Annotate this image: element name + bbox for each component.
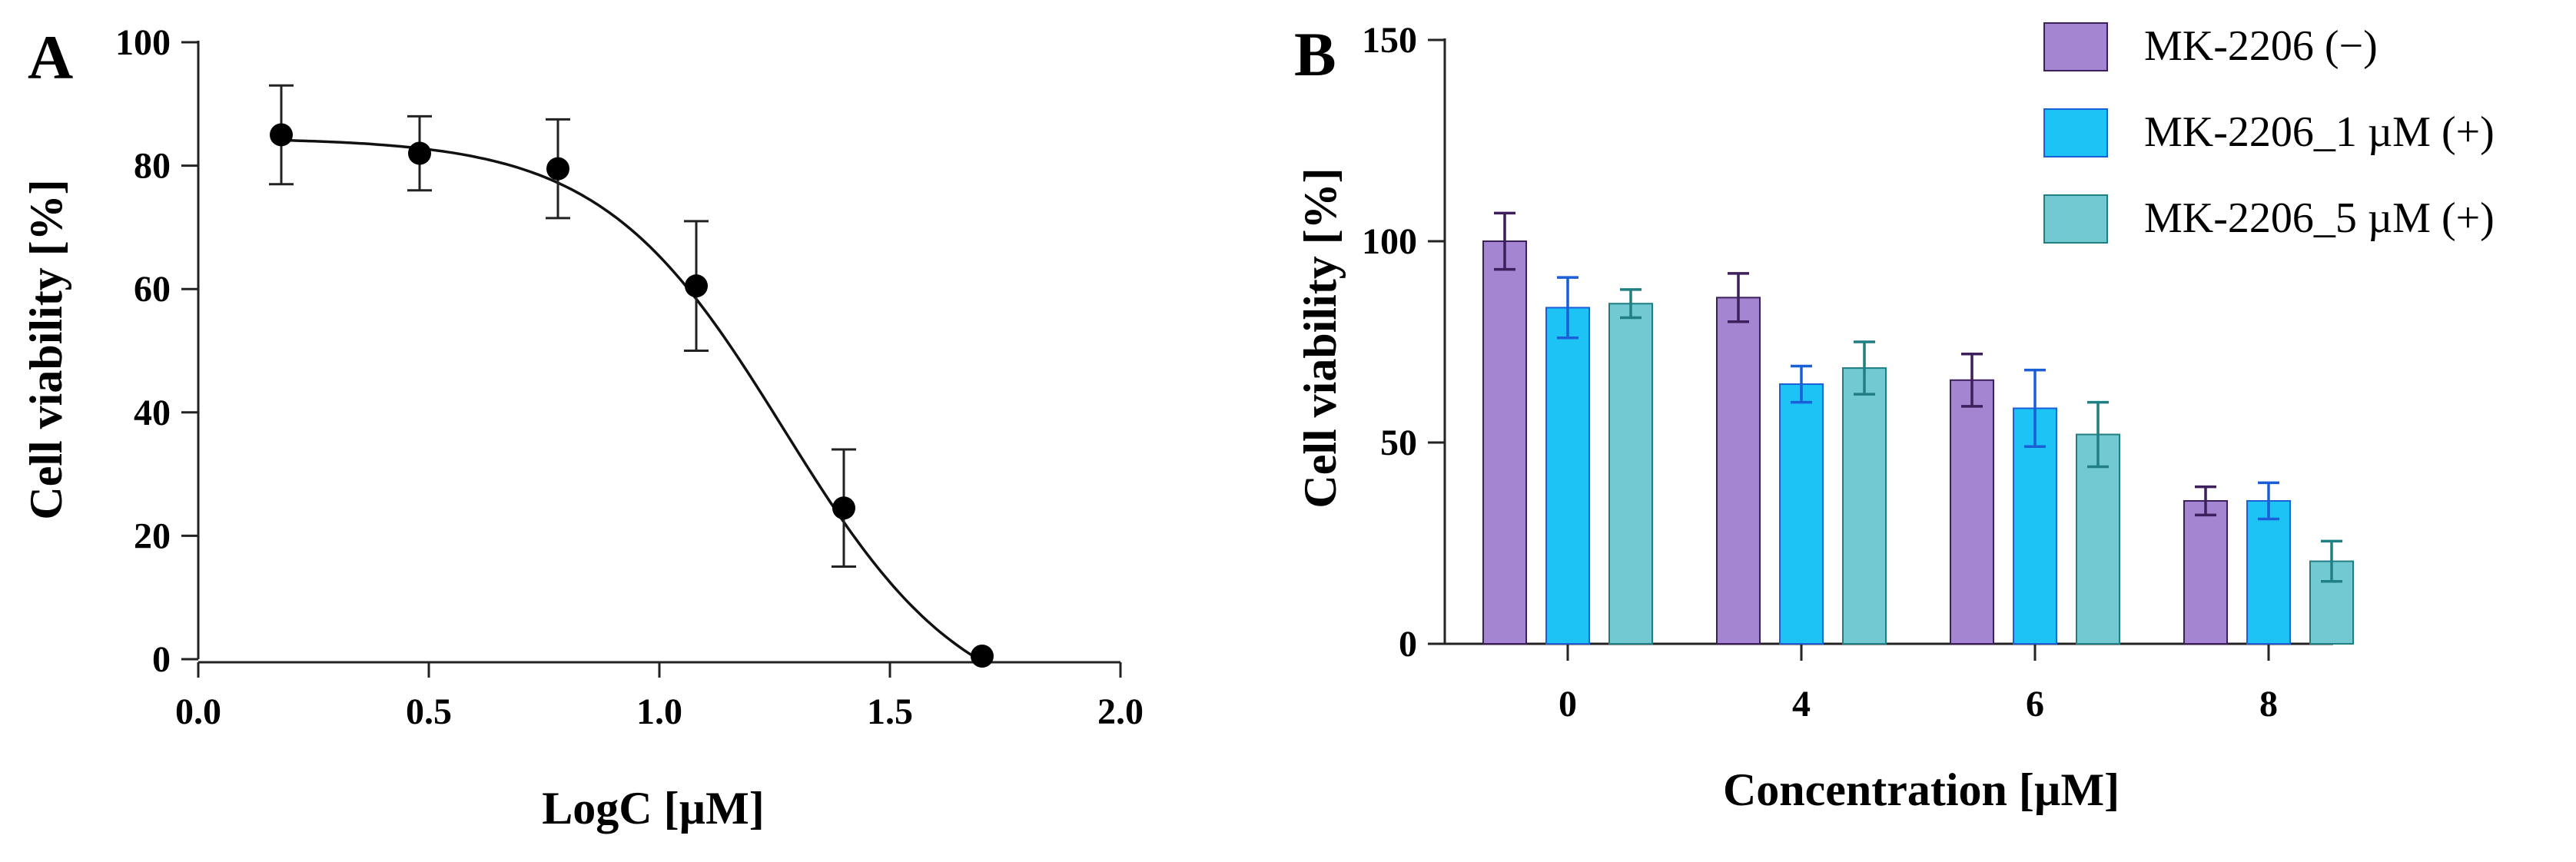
legend-label: MK-2206 (−) [2144, 22, 2378, 70]
panel-a-y-axis-title: Cell viability [%] [21, 179, 71, 519]
panel-a-x-tick-label: 2.0 [1097, 691, 1144, 732]
panel-a-x-axis-title: LogC [µM] [542, 783, 765, 834]
panel-a-x-tick-label: 0.0 [175, 691, 221, 732]
panel-b-bar [2183, 499, 2228, 645]
panel-b-bar [1482, 240, 1527, 645]
legend-swatch [2043, 22, 2108, 71]
panel-a-y-tick-label: 100 [115, 22, 171, 63]
legend-label: MK-2206_5 µM (+) [2144, 194, 2495, 242]
panel-a-data-point [270, 123, 293, 147]
panel-b-bar [1950, 379, 1994, 645]
panel-b-plot: 0 50 100 150 0 4 6 8 [1362, 20, 2354, 724]
panel-a-data-point [408, 141, 431, 165]
panel-b-bar [2076, 433, 2120, 645]
legend-swatch [2043, 194, 2108, 244]
panel-a-data-point [546, 157, 569, 181]
panel-a-y-tick-label: 80 [134, 146, 171, 187]
panel-a-y-tick-label: 0 [152, 639, 171, 680]
panel-b-bar [1779, 383, 1824, 645]
panel-a-x-tick-label: 1.5 [867, 691, 913, 732]
panel-b-x-tick-label: 6 [2026, 684, 2044, 724]
panel-a-y-tick-label: 40 [134, 393, 171, 433]
panel-b-label: B [1294, 19, 1336, 89]
legend-label: MK-2206_1 µM (+) [2144, 108, 2495, 156]
panel-b-bar [1842, 367, 1887, 645]
panel-b-bar [2246, 499, 2291, 645]
panel-a-fit-curve [281, 138, 982, 658]
panel-a-y-tick-label: 20 [134, 516, 171, 556]
panel-b-bar [1716, 297, 1761, 645]
panel-a-data-point [832, 496, 855, 520]
panel-b-x-axis-title: Concentration [µM] [1723, 764, 2120, 815]
panel-a-y-tick-label: 60 [134, 269, 171, 310]
panel-b-x-tick-label: 8 [2259, 684, 2278, 724]
panel-a-x-tick-label: 0.5 [406, 691, 452, 732]
panel-a-data-point [971, 644, 994, 668]
panel-b-y-axis-title: Cell viability [%] [1295, 167, 1346, 508]
panel-b-y-tick-label: 150 [1362, 20, 1417, 61]
panel-b-bar [1545, 307, 1590, 645]
panel-b-y-tick-label: 100 [1362, 221, 1417, 262]
panel-b-bar [1608, 303, 1653, 645]
panel-a-data-point [685, 274, 708, 298]
panel-b-legend: MK-2206 (−) MK-2206_1 µM (+) MK-2206_5 µM … [2043, 22, 2495, 244]
panel-a-label: A [28, 22, 73, 92]
panel-b-x-tick-label: 4 [1792, 684, 1811, 724]
legend-swatch [2043, 108, 2108, 157]
panel-a-plot: 0 20 40 60 80 100 0.0 0.5 1.0 1.5 2.0 [115, 22, 1144, 732]
panel-b-y-tick-label: 0 [1399, 624, 1417, 665]
panel-b-y-tick-label: 50 [1380, 423, 1417, 463]
panel-a-x-tick-label: 1.0 [636, 691, 682, 732]
panel-b-x-tick-label: 0 [1559, 684, 1577, 724]
